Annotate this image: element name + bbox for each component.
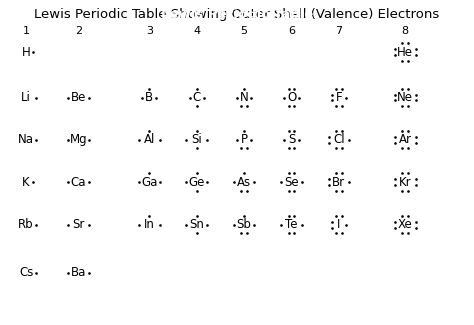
Text: He: He [397,46,413,58]
Text: B: B [145,91,154,104]
Text: N: N [240,91,248,104]
Text: 7: 7 [335,26,343,36]
Text: 3: 3 [146,26,153,36]
Text: Si: Si [191,133,202,146]
Text: In: In [144,218,155,231]
Text: Se: Se [284,176,299,188]
Text: Al: Al [144,133,155,146]
Text: Xe: Xe [398,218,413,231]
Text: Ar: Ar [399,133,412,146]
Text: Kr: Kr [399,176,411,188]
Text: Lewis Periodic Table: Lewis Periodic Table [161,8,313,21]
Text: Li: Li [21,91,31,104]
Text: 2: 2 [74,26,82,36]
Text: H: H [22,46,30,58]
Text: Cs: Cs [19,266,33,280]
Text: C: C [192,91,201,104]
Text: Ba: Ba [71,266,86,280]
Text: Sr: Sr [72,218,84,231]
Text: Sn: Sn [189,218,204,231]
Text: Lewis Periodic Table Showing Outer Shell (Valence) Electrons: Lewis Periodic Table Showing Outer Shell… [35,8,439,21]
Text: I: I [337,218,341,231]
Text: As: As [237,176,251,188]
Text: Mg: Mg [69,133,87,146]
Text: Be: Be [71,91,86,104]
Text: Ga: Ga [141,176,157,188]
Text: Sb: Sb [237,218,252,231]
Text: Ca: Ca [71,176,86,188]
Text: Ge: Ge [189,176,205,188]
Text: 1: 1 [23,26,29,36]
Text: K: K [22,176,30,188]
Text: O: O [287,91,296,104]
Text: Rb: Rb [18,218,34,231]
Text: 5: 5 [241,26,247,36]
Text: Na: Na [18,133,34,146]
Text: Te: Te [285,218,298,231]
Text: 6: 6 [288,26,295,36]
Text: Br: Br [332,176,346,188]
Text: 4: 4 [193,26,201,36]
Text: S: S [288,133,295,146]
Text: 8: 8 [401,26,409,36]
Text: P: P [241,133,247,146]
Text: Cl: Cl [333,133,345,146]
Text: Ne: Ne [397,91,413,104]
Text: F: F [336,91,342,104]
